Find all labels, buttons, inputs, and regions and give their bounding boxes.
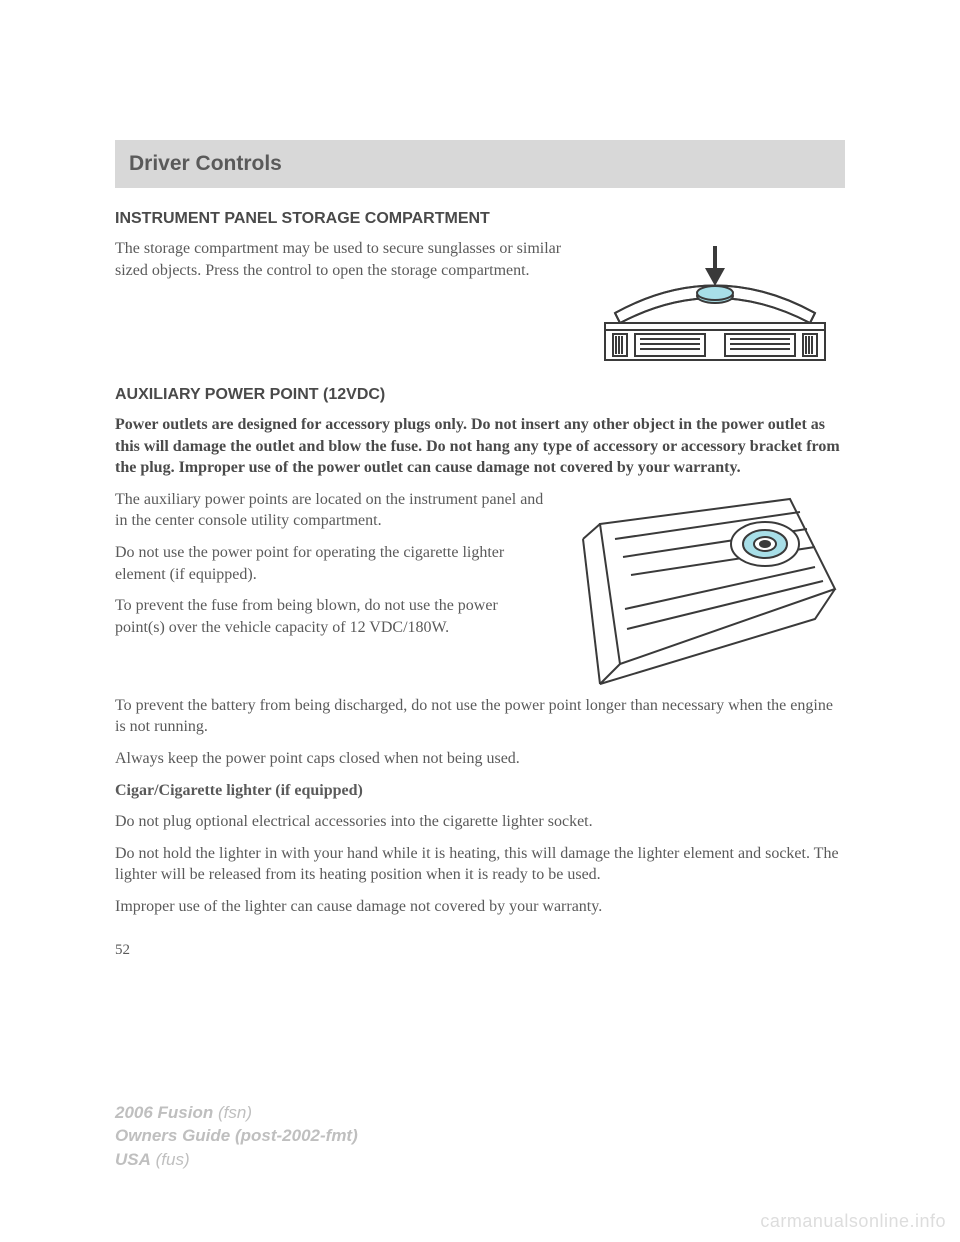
footer-code1: (fsn) — [218, 1103, 252, 1122]
aux-p5: Always keep the power point caps closed … — [115, 748, 845, 770]
watermark: carmanualsonline.info — [760, 1211, 946, 1232]
aux-p1: The auxiliary power points are located o… — [115, 489, 547, 532]
aux-p2: Do not use the power point for operating… — [115, 542, 547, 585]
footer-region: USA — [115, 1150, 151, 1169]
footer-code2: (fus) — [156, 1150, 190, 1169]
footer-line3: USA (fus) — [115, 1148, 358, 1172]
footer: 2006 Fusion (fsn) Owners Guide (post-200… — [115, 1101, 358, 1172]
heading-cigar: Cigar/Cigarette lighter (if equipped) — [115, 780, 845, 802]
heading-aux: AUXILIARY POWER POINT (12VDC) — [115, 386, 845, 404]
section-header-text: Driver Controls — [129, 152, 831, 176]
storage-paragraph: The storage compartment may be used to s… — [115, 238, 567, 281]
storage-illustration — [585, 238, 845, 368]
page-container: Driver Controls INSTRUMENT PANEL STORAGE… — [0, 0, 960, 959]
aux-p4: To prevent the battery from being discha… — [115, 695, 845, 738]
page-number: 52 — [115, 942, 845, 959]
aux-text-col: The auxiliary power points are located o… — [115, 489, 547, 689]
heading-cigar-text: Cigar/Cigarette lighter (if equipped) — [115, 782, 363, 799]
footer-model: 2006 Fusion — [115, 1103, 213, 1122]
cigar-p2: Do not hold the lighter in with your han… — [115, 843, 845, 886]
aux-p3: To prevent the fuse from being blown, do… — [115, 595, 547, 638]
section-header: Driver Controls — [115, 140, 845, 188]
dashboard-storage-icon — [585, 238, 845, 368]
aux-illustration — [565, 489, 845, 689]
cigar-p1: Do not plug optional electrical accessor… — [115, 811, 845, 833]
power-point-icon — [565, 489, 845, 689]
footer-line2: Owners Guide (post-2002-fmt) — [115, 1124, 358, 1148]
aux-warning: Power outlets are designed for accessory… — [115, 414, 845, 479]
cigar-p3: Improper use of the lighter can cause da… — [115, 896, 845, 918]
heading-storage: INSTRUMENT PANEL STORAGE COMPARTMENT — [115, 210, 845, 228]
storage-row: The storage compartment may be used to s… — [115, 238, 845, 368]
storage-text-col: The storage compartment may be used to s… — [115, 238, 567, 368]
footer-line1: 2006 Fusion (fsn) — [115, 1101, 358, 1125]
aux-row: The auxiliary power points are located o… — [115, 489, 845, 689]
